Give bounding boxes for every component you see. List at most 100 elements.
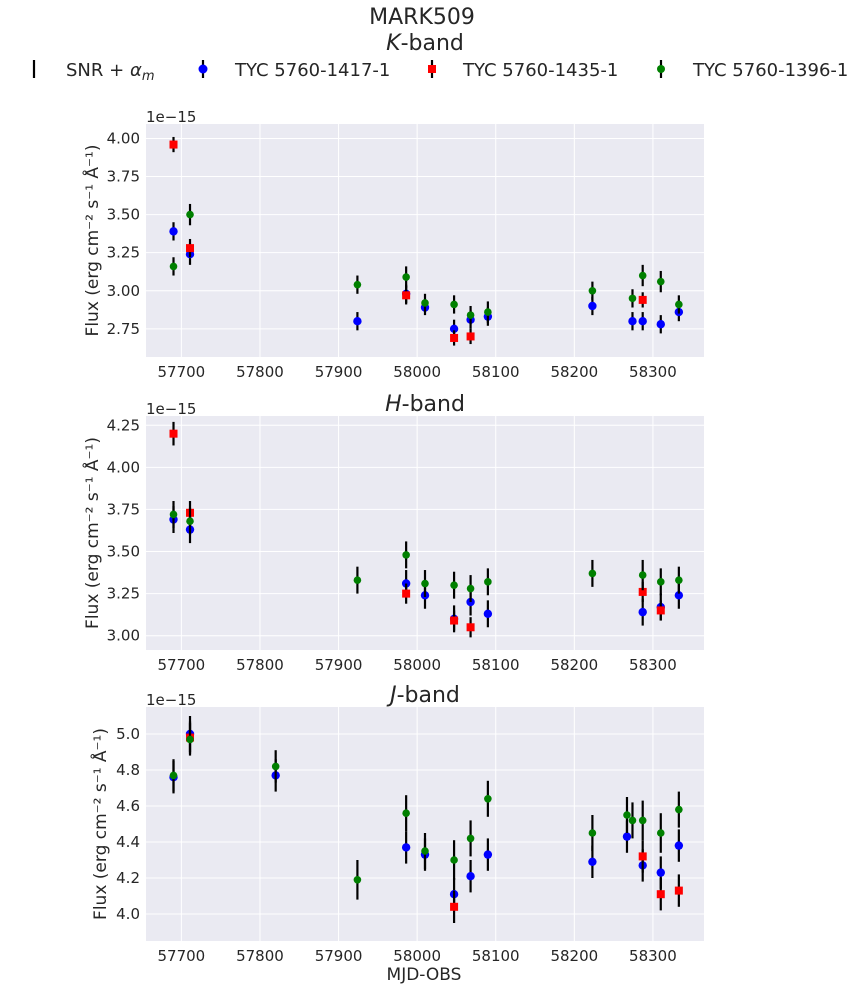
- data-point-square: [638, 852, 647, 861]
- data-point-circle: [674, 591, 684, 600]
- panel-k-band: 57700 57800 57900 58000 58100 58200 58300 2.75 3…: [81, 31, 704, 381]
- data-point-circle: [622, 832, 632, 841]
- y-tick-label: 4.00: [107, 458, 140, 476]
- x-tick-label: 58000: [393, 656, 441, 674]
- data-point-square: [402, 589, 411, 598]
- x-axis-label: MJD-OBS: [387, 965, 462, 985]
- figure-title: MARK509: [369, 5, 475, 30]
- series-tyc-5760-1396-1: [169, 203, 683, 325]
- data-point-circle: [353, 280, 362, 289]
- data-point-circle: [450, 300, 458, 309]
- y-tick-label: 2.75: [107, 320, 140, 338]
- x-tick-label: 58200: [550, 363, 598, 381]
- legend-marker-red-square: [428, 65, 436, 73]
- y-tick-label: 4.0: [116, 905, 140, 923]
- data-point-square: [638, 587, 647, 596]
- x-tick-label: 58000: [393, 947, 441, 965]
- data-point-circle: [450, 581, 458, 589]
- panel-j-band: 57700 57800 57900 58000 58100 58200 58300 4.0 4.…: [89, 683, 704, 965]
- data-point-square: [450, 616, 459, 625]
- data-point-circle: [402, 551, 410, 559]
- data-point-circle: [186, 517, 194, 526]
- data-point-circle: [186, 735, 194, 744]
- legend: SNR + αm TYC 5760-1417-1 TYC 5760-1435-1…: [32, 60, 848, 84]
- data-point-circle: [638, 571, 647, 579]
- legend-entry-tyc-1396: TYC 5760-1396-1: [657, 60, 848, 81]
- data-point-circle: [628, 317, 637, 326]
- data-point-square: [656, 890, 665, 899]
- data-point-circle: [450, 856, 458, 864]
- series-tyc-5760-1396-1: [169, 501, 683, 603]
- data-point-square: [402, 291, 411, 300]
- data-point-circle: [588, 829, 597, 837]
- data-point-circle: [466, 872, 475, 881]
- data-point-circle: [483, 850, 493, 859]
- legend-label-tyc-1396: TYC 5760-1396-1: [692, 60, 848, 81]
- x-tick-label: 57700: [158, 947, 206, 965]
- data-point-circle: [466, 584, 475, 593]
- y-tick-label: 4.00: [107, 129, 140, 147]
- legend-label-tyc-1417: TYC 5760-1417-1: [234, 60, 390, 81]
- data-point-square: [450, 902, 459, 911]
- y-offset-label: 1e−15: [146, 400, 196, 418]
- series-tyc-5760-1435-1: [169, 136, 647, 346]
- data-point-square: [466, 332, 475, 341]
- data-point-circle: [353, 317, 362, 326]
- data-point-circle: [353, 576, 362, 584]
- x-tick-label: 58300: [629, 656, 677, 674]
- plot-area: [146, 124, 704, 357]
- data-point-circle: [628, 816, 637, 825]
- data-point-circle: [675, 300, 683, 309]
- plot-area: [146, 707, 704, 941]
- data-point-circle: [169, 262, 178, 271]
- panel-title: H-band: [385, 392, 465, 417]
- x-tick-label: 57800: [236, 947, 284, 965]
- data-point-circle: [421, 847, 429, 855]
- legend-marker-green-circle: [657, 65, 665, 73]
- data-point-circle: [271, 762, 280, 771]
- panel-title: J-band: [386, 683, 460, 708]
- data-point-circle: [638, 607, 647, 617]
- y-tick-label: 3.75: [107, 168, 140, 186]
- data-point-circle: [466, 311, 475, 319]
- legend-marker-blue-circle: [198, 64, 208, 74]
- x-tick-label: 57900: [315, 947, 363, 965]
- data-point-circle: [402, 809, 410, 817]
- x-tick-label: 58200: [550, 947, 598, 965]
- x-tick-label: 57800: [236, 656, 284, 674]
- data-point-circle: [421, 299, 429, 307]
- y-tick-label: 4.6: [116, 797, 140, 815]
- data-point-circle: [628, 294, 637, 303]
- x-tick-label: 57700: [158, 363, 206, 381]
- data-point-circle: [623, 811, 631, 819]
- data-point-circle: [169, 510, 178, 519]
- y-axis-label: Flux (erg cm⁻² s⁻¹ Å⁻¹): [81, 437, 103, 629]
- data-point-circle: [401, 843, 411, 852]
- y-tick-label: 3.00: [107, 627, 140, 645]
- x-tick-label: 57700: [158, 656, 206, 674]
- data-point-circle: [675, 805, 683, 814]
- data-point-circle: [353, 876, 362, 884]
- panel-h-band: 57700 57800 57900 58000 58100 58200 58300 3.00 3…: [81, 392, 704, 674]
- data-point-circle: [484, 578, 492, 586]
- data-point-circle: [638, 317, 647, 326]
- data-point-circle: [484, 795, 492, 803]
- data-point-circle: [466, 834, 475, 843]
- legend-label-tyc-1435: TYC 5760-1435-1: [462, 60, 618, 81]
- x-tick-label: 58200: [550, 656, 598, 674]
- panel-title: K-band: [386, 31, 464, 56]
- series-tyc-5760-1435-1: [169, 421, 665, 638]
- y-tick-label: 3.75: [107, 500, 140, 518]
- y-tick-label: 3.25: [107, 244, 140, 262]
- data-point-square: [674, 886, 683, 895]
- y-tick-label: 5.0: [116, 725, 140, 743]
- data-point-circle: [402, 273, 410, 281]
- x-tick-label: 58000: [393, 363, 441, 381]
- data-point-circle: [169, 771, 178, 780]
- data-point-square: [186, 244, 195, 253]
- data-point-circle: [656, 277, 665, 286]
- x-tick-label: 57900: [315, 363, 363, 381]
- y-tick-label: 3.50: [107, 543, 140, 561]
- y-tick-label: 3.00: [107, 282, 140, 300]
